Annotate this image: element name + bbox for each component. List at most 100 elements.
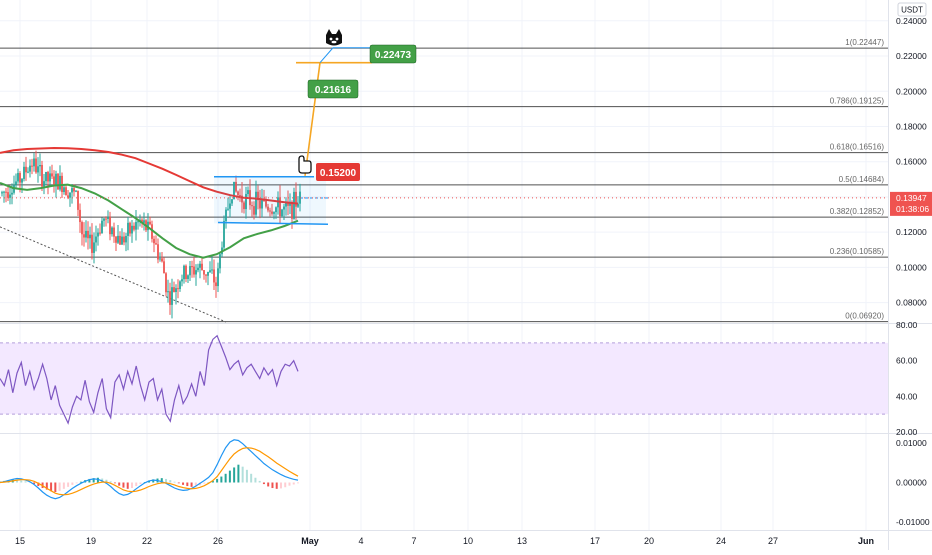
candle-body (203, 270, 205, 275)
candle-body (185, 265, 187, 279)
pointing-hand-icon (298, 155, 312, 174)
candle-body (241, 195, 243, 203)
price-label-bg (369, 44, 417, 64)
candle-body (35, 158, 37, 173)
candle-body (167, 291, 169, 293)
candle-body (201, 263, 203, 271)
candle-body (165, 273, 167, 293)
macd-histogram-bar (109, 481, 112, 483)
candle-body (177, 288, 179, 290)
candle-body (135, 222, 137, 230)
candle-body (115, 236, 117, 243)
cat-eye (335, 37, 339, 41)
candle-body (269, 210, 271, 212)
macd-histogram-bar (258, 480, 261, 483)
candle-body (15, 181, 17, 185)
candle-body (59, 175, 61, 190)
macd-histogram-bar (169, 480, 172, 483)
fib-level-label: 0(0.06920) (845, 312, 884, 321)
currency-badge: USDT (897, 2, 927, 17)
candle-body (265, 200, 267, 207)
candle-body (69, 192, 71, 198)
price-label-bg (307, 79, 359, 99)
macd-histogram-bar (224, 473, 227, 483)
candle-body (79, 209, 81, 223)
macd-histogram-bar (152, 479, 155, 483)
candle-body (101, 220, 103, 234)
price-label-green: 0.22473 (369, 44, 417, 64)
candle-body (245, 194, 247, 210)
candle-body (281, 209, 283, 217)
candle-body (283, 206, 285, 210)
rsi-band-fill (0, 342, 888, 415)
cat-eye (329, 37, 333, 41)
macd-histogram-bar (177, 482, 180, 484)
candle-body (91, 234, 93, 253)
fib-level-label: 0.236(0.10585) (830, 247, 885, 256)
fib-level-label: 0.786(0.19125) (830, 97, 885, 106)
macd-histogram-bar (254, 477, 257, 483)
macd-histogram-bar (233, 467, 236, 483)
candle-body (143, 220, 145, 223)
time-tick-label: 26 (213, 536, 223, 546)
macd-histogram-bar (33, 482, 36, 485)
candle-body (29, 165, 31, 172)
price-axis[interactable]: 0.240000.220000.200000.180000.160000.140… (0, 2, 932, 308)
macd-histogram-bar (50, 482, 53, 492)
macd-histogram-bar (113, 482, 116, 484)
trend-lines[interactable] (0, 226, 227, 323)
candle-body (103, 218, 105, 221)
macd-histogram-bar (37, 482, 40, 487)
candle-body (43, 181, 45, 187)
candle-body (133, 225, 135, 230)
price-label-green: 0.21616 (307, 79, 359, 99)
candle-body (159, 258, 161, 260)
candle-body (289, 201, 291, 206)
current-price-bg (890, 191, 932, 216)
macd-histogram-bar (24, 481, 27, 483)
candle-body (113, 227, 115, 237)
candle-body (223, 221, 225, 248)
candle-body (233, 181, 235, 200)
candle-body (285, 202, 287, 207)
macd-histogram-bar (216, 478, 219, 483)
time-tick-label: 7 (411, 536, 416, 546)
price-label-red: 0.15200 (316, 163, 360, 181)
time-tick-label: 4 (358, 536, 363, 546)
candle-body (125, 235, 127, 243)
rsi-line (0, 334, 299, 425)
candle-body (271, 211, 273, 214)
macd-histogram-bar (267, 482, 270, 487)
price-label-text: 0.15200 (320, 168, 357, 179)
rsi-tick-label: 20.00 (896, 427, 918, 437)
candle-body (17, 173, 19, 182)
fib-level-label: 1(0.22447) (845, 38, 884, 47)
candle-body (173, 287, 175, 292)
macd-histogram-bar (92, 478, 95, 483)
drawings[interactable]: 0.22473 0.21616 0.15200 (214, 29, 417, 225)
candle-body (107, 216, 109, 219)
price-label-text: 0.21616 (315, 85, 352, 96)
candle-body (11, 192, 13, 195)
time-axis[interactable]: 15 19 22 26 May 4 7 10 13 17 20 24 27 Jun (15, 536, 874, 546)
candle-body (189, 266, 191, 276)
dotted-trend-line (0, 226, 227, 323)
candle-body (231, 199, 233, 204)
candle-body (7, 192, 9, 198)
candle-body (31, 165, 33, 167)
time-tick-label: 22 (142, 536, 152, 546)
candle-body (1, 192, 3, 194)
candle-body (293, 191, 295, 219)
candle-body (95, 236, 97, 243)
candle-body (179, 281, 181, 290)
candle-body (131, 225, 133, 234)
price-tick-label: 0.08000 (896, 298, 927, 308)
candle-body (209, 270, 211, 272)
candle-body (97, 232, 99, 237)
macd-histogram-bar (20, 480, 23, 483)
candle-body (121, 236, 123, 245)
channel-lower-line (217, 221, 329, 225)
candle-body (205, 274, 207, 276)
candle-body (119, 235, 121, 245)
